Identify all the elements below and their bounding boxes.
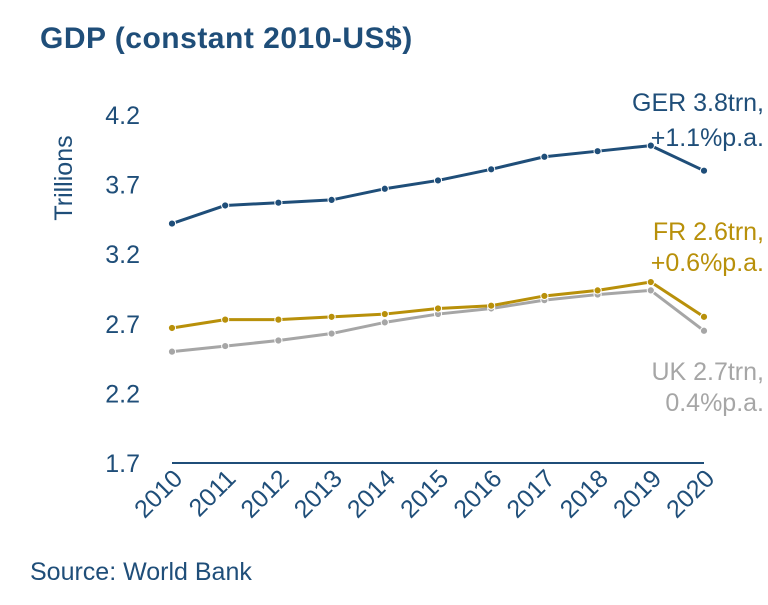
x-tick-label: 2020: [661, 464, 720, 523]
point-fr: [167, 323, 177, 333]
x-tick-label: 2015: [395, 464, 454, 523]
point-fr: [221, 315, 230, 324]
x-tick-label: 2011: [184, 464, 242, 522]
x-tick-label: 2012: [236, 464, 295, 523]
x-axis: 2010201120122013201420152016201720182019…: [129, 462, 720, 524]
point-ger: [380, 184, 389, 193]
point-uk: [380, 318, 389, 327]
y-axis: 4.2 3.7 3.2 2.7 2.2 1.7: [105, 102, 140, 478]
point-fr: [540, 291, 549, 301]
y-tick-label: 1.7: [105, 450, 140, 478]
series-lines: [167, 141, 709, 356]
series-uk: [167, 286, 709, 356]
point-ger: [274, 198, 283, 207]
point-ger: [593, 147, 602, 156]
chart-title: GDP (constant 2010-US$): [40, 22, 413, 55]
y-tick-label: 2.2: [105, 380, 140, 408]
series-label-ger: +1.1%p.a.: [651, 124, 764, 152]
point-fr: [593, 286, 602, 295]
series-ger: [167, 141, 709, 228]
series-label-uk: 0.4%p.a.: [665, 389, 764, 417]
source-note: Source: World Bank: [30, 558, 252, 586]
point-ger: [221, 201, 230, 210]
point-ger: [433, 176, 443, 185]
y-tick-label: 3.2: [105, 241, 140, 269]
point-fr: [699, 312, 709, 321]
point-ger: [699, 166, 709, 175]
y-axis-label: Trillions: [50, 135, 78, 220]
point-uk: [274, 336, 283, 345]
x-tick-label: 2014: [342, 464, 401, 523]
point-fr: [327, 312, 336, 321]
point-fr: [487, 301, 496, 310]
point-ger: [327, 195, 336, 205]
point-fr: [646, 277, 655, 287]
point-ger: [167, 219, 177, 228]
series-label-ger: GER 3.8trn,: [632, 89, 764, 117]
y-tick-label: 4.2: [105, 102, 140, 130]
point-uk: [646, 286, 655, 295]
point-uk: [699, 326, 709, 335]
point-uk: [221, 341, 230, 351]
y-tick-label: 3.7: [105, 172, 140, 200]
x-tick-label: 2018: [555, 464, 614, 523]
series-labels: GER 3.8trn, +1.1%p.a. FR 2.6trn, +0.6%p.a. U…: [632, 89, 764, 417]
point-uk: [327, 329, 336, 338]
x-tick-label: 2013: [289, 464, 348, 523]
x-tick-label: 2017: [502, 464, 561, 523]
x-tick-label: 2019: [608, 464, 667, 523]
series-label-fr: +0.6%p.a.: [651, 249, 764, 277]
point-ger: [487, 165, 496, 174]
point-fr: [433, 304, 443, 313]
point-uk: [167, 347, 177, 356]
series-label-fr: FR 2.6trn,: [653, 218, 764, 246]
point-fr: [380, 309, 389, 319]
series-label-uk: UK 2.7trn,: [651, 358, 764, 386]
point-ger: [646, 141, 655, 150]
point-fr: [274, 315, 283, 324]
series-fr: [167, 277, 709, 333]
y-tick-label: 2.7: [105, 311, 140, 339]
point-ger: [540, 152, 549, 161]
x-tick-label: 2016: [448, 464, 507, 523]
line-ger: [171, 144, 705, 225]
